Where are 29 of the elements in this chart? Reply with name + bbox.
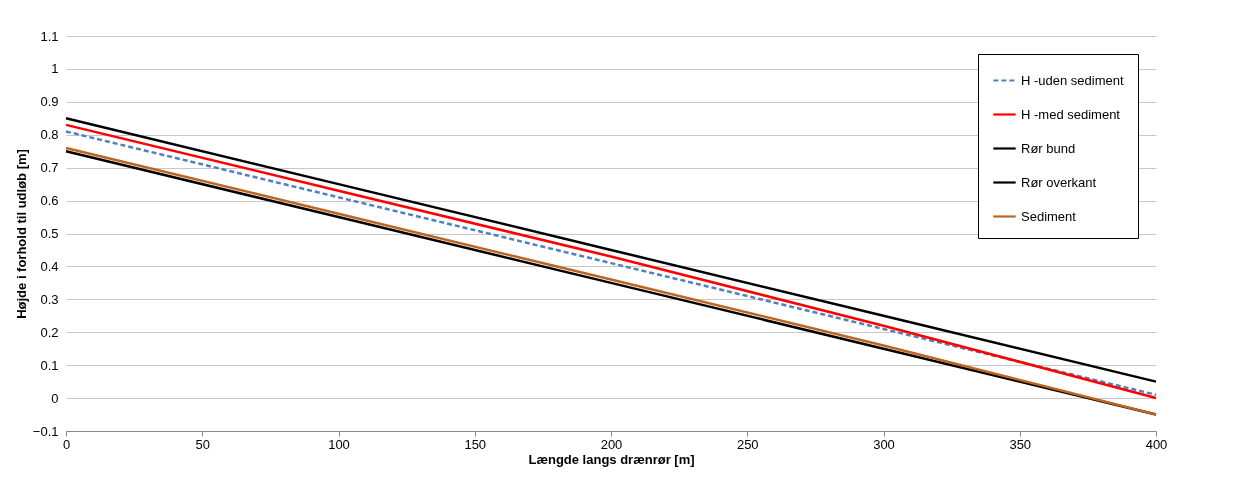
x-axis-title: Længde langs drænrør [m] [528,451,695,467]
y-tick-label: 0.1 [40,357,59,373]
x-tick-label: 150 [464,436,487,452]
x-tick-label: 0 [62,436,71,452]
x-tick-label: 350 [1009,436,1032,452]
x-tick-label: 100 [328,436,350,452]
y-tick-label: 0.7 [40,160,59,176]
y-tick-label: 0 [51,390,59,406]
x-tick-label: 400 [1145,436,1168,452]
y-axis-title: Højde i forhold til udløb [m] [13,149,29,319]
y-tick-label: 1 [51,61,59,77]
x-tick-label: 300 [873,436,895,452]
y-tick-label: 0.5 [40,226,59,241]
y-tick-label: 0.4 [40,258,59,274]
y-tick-label: 0.8 [40,127,59,143]
x-tick-label: 250 [736,436,759,452]
legend-label: Rør bund [1021,140,1076,156]
legend-label: H -uden sediment [1021,72,1124,88]
y-tick-label: 0.6 [40,193,59,209]
y-tick-label: 0.3 [40,291,59,307]
y-tick-label: 0.9 [40,94,59,110]
legend-label: H -med sediment [1021,106,1121,122]
y-tick-label: −0.1 [32,423,59,439]
x-tick-label: 200 [600,436,623,452]
y-tick-label: 0.2 [40,324,59,340]
y-tick-label: 1.1 [40,28,59,44]
legend-label: Rør overkant [1021,174,1097,190]
x-tick-label: 50 [195,436,210,452]
legend-label: Sediment [1021,208,1077,224]
